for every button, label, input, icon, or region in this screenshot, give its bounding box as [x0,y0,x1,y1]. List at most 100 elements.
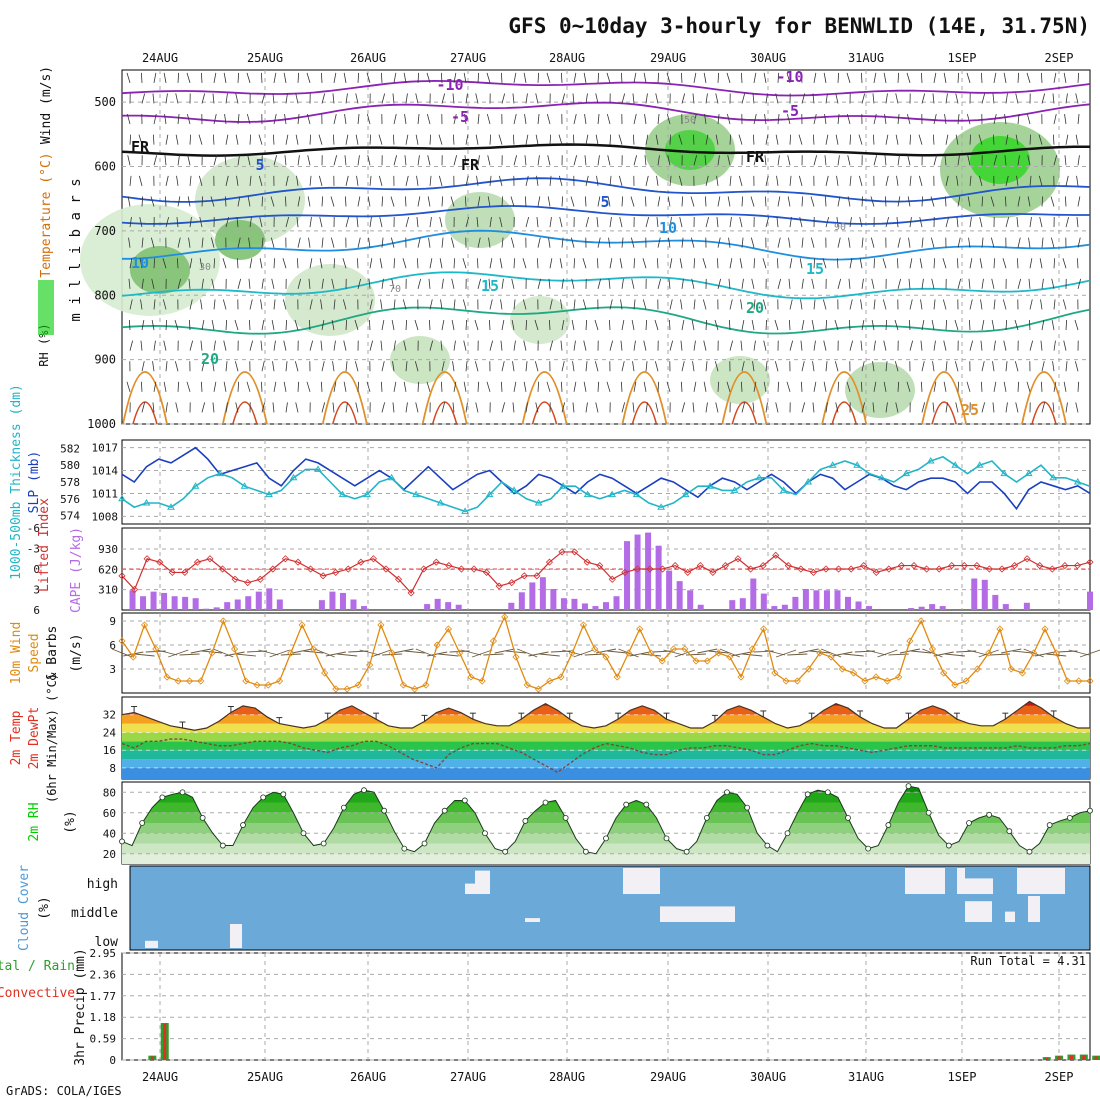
wind-barb [366,113,371,125]
wind-barb [501,93,506,104]
rh-point [1066,814,1073,821]
minmax-label: (6hr Min/Max) (°C) [45,673,59,803]
wind-barb [441,93,446,104]
wind-barb [918,175,923,186]
wind-barb [175,402,179,413]
wind-barb [1015,402,1019,413]
wind-barb [741,237,744,248]
wind-barb [801,93,806,104]
wind-barb [474,361,479,372]
lifted-index-label: Lifted Index [37,498,52,592]
lifted-index-point [118,572,126,580]
y-tick-label: 1.18 [90,1011,117,1024]
thickness-point [779,486,788,493]
wind-barb [702,258,707,269]
wind-barb [261,402,266,413]
wind-barb [405,175,409,186]
wind-barb [151,319,155,331]
thickness-point [191,482,200,489]
wind-barb [465,361,468,372]
wind-barb [834,361,839,372]
slp-line [121,446,1091,511]
rh-point [663,835,670,842]
rh-point [159,794,166,801]
wind-barb [380,381,383,392]
wind-barb [681,278,684,289]
wind-speed-point [332,685,340,693]
wind-barb [187,155,191,166]
wind-barb [801,402,806,413]
wind-barb [645,320,648,331]
lifted-index-point [420,565,428,573]
lifted-index-point [885,565,893,573]
wind-barb [762,258,767,269]
wind-barb [981,278,984,289]
wind-barb [464,196,467,207]
wind-barb [848,278,851,289]
wind-barb [165,402,168,413]
wind-barb [703,381,707,392]
wind-barb [477,196,481,207]
wind-barb [141,278,144,289]
wind-barb [378,175,383,186]
wind-speed-point [985,649,993,657]
wind-barb [981,402,986,413]
temperature-contour [121,205,1090,225]
wind-barb [345,134,349,145]
wind-barb [295,134,299,145]
wind-barb [1017,381,1020,392]
wind-barb [141,361,145,372]
wind-barb [846,72,851,83]
wind-barb [692,361,695,372]
wind-barb [704,155,707,166]
wind-barb [237,155,240,166]
cloud-block [1028,896,1040,922]
wind-barb [800,340,803,351]
cloud-block [1017,868,1065,894]
wind-barb [931,278,935,289]
wind-speed-point [951,681,959,689]
wind-barb [822,258,827,269]
rh-point [784,830,791,837]
temperature-contour [121,79,1091,97]
wind-barb [585,361,588,372]
wind-barb [1053,381,1057,392]
wind-barb [597,381,600,392]
wind-barb [897,155,900,166]
wind-barb [837,278,842,289]
wind-barb [511,319,515,331]
wind-barb [932,402,935,413]
wind-barb [921,402,926,413]
thickness-point [510,486,518,493]
wind-barb [715,134,719,145]
wind-barb [596,175,599,186]
wind-barb [765,134,769,145]
cape-bar [455,604,462,610]
wind-barb [199,258,203,269]
wind-barb [179,653,200,656]
wind-barb [764,649,785,656]
wind-barb [693,72,697,83]
wind-barb [573,113,577,125]
wind-barb [212,93,215,104]
wind-barb [189,134,192,145]
wind-barb [501,278,504,289]
wind-barb [1062,299,1067,310]
wind-barb [787,196,791,207]
wind-barb [151,278,155,289]
wind-barb [933,155,938,166]
wind-speed-point [152,645,160,653]
y-tick-label-left: -3 [27,543,40,556]
wind-barb [318,175,323,186]
wind-barb [535,134,539,145]
wind-barb [1039,216,1043,228]
wind-barb [441,402,446,413]
rh-band [122,853,1090,864]
y-tick-label: 0.59 [90,1033,117,1046]
wind-barb [224,155,227,166]
wind-barb [249,175,252,186]
cloud-tick-label: middle [71,906,118,921]
date-label-bottom: 28AUG [549,1070,585,1084]
wind-barb [1062,258,1067,269]
wind-barb [645,216,650,228]
